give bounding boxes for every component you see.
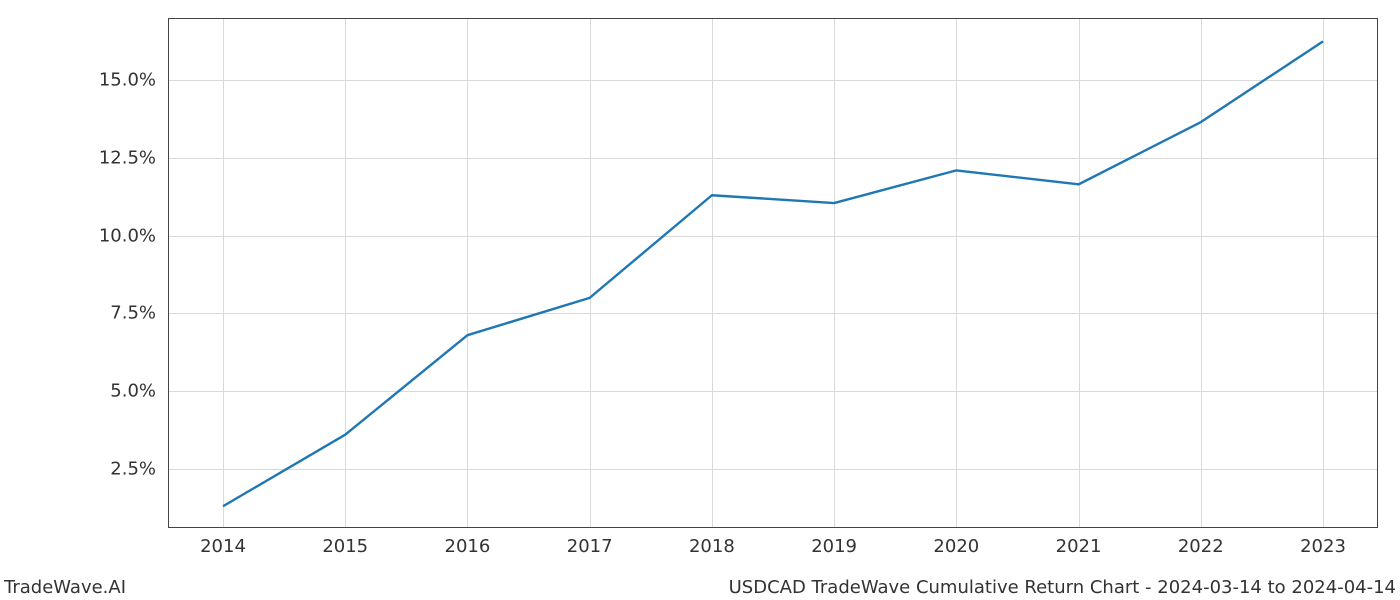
footer-left-label: TradeWave.AI — [4, 577, 126, 598]
x-tick-label: 2021 — [1056, 536, 1102, 557]
x-tick-label: 2023 — [1300, 536, 1346, 557]
y-tick-label: 12.5% — [99, 147, 156, 168]
x-tick-label: 2015 — [322, 536, 368, 557]
x-tick-label: 2014 — [200, 536, 246, 557]
x-tick-label: 2022 — [1178, 536, 1224, 557]
x-tick-label: 2020 — [933, 536, 979, 557]
y-tick-label: 10.0% — [99, 225, 156, 246]
y-tick-label: 2.5% — [110, 458, 156, 479]
x-tick-label: 2019 — [811, 536, 857, 557]
x-tick-label: 2017 — [567, 536, 613, 557]
y-tick-label: 5.0% — [110, 381, 156, 402]
y-tick-label: 15.0% — [99, 70, 156, 91]
plot-area — [168, 18, 1378, 528]
x-tick-label: 2016 — [445, 536, 491, 557]
footer-right-label: USDCAD TradeWave Cumulative Return Chart… — [729, 577, 1396, 598]
y-tick-label: 7.5% — [110, 303, 156, 324]
x-tick-label: 2018 — [689, 536, 735, 557]
chart-container: 2014 2015 2016 2017 2018 2019 2020 2021 2022 2023… — [0, 0, 1400, 600]
series-line — [223, 41, 1323, 506]
line-series — [168, 18, 1378, 528]
